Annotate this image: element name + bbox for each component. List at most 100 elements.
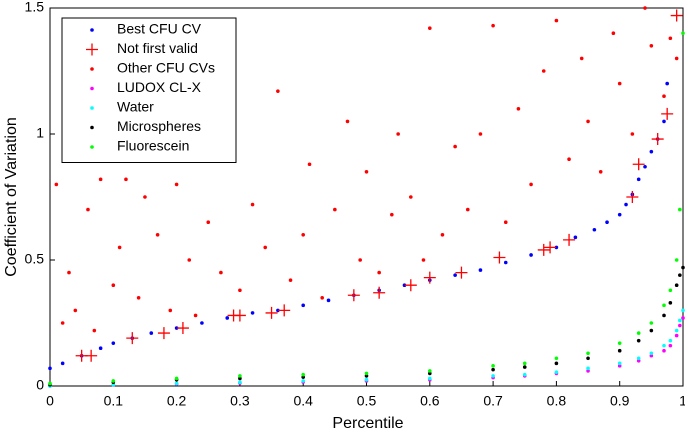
dot-marker xyxy=(364,170,369,174)
dot-marker xyxy=(617,361,622,366)
dot-marker xyxy=(238,288,242,293)
dot-marker xyxy=(98,346,103,351)
dot-marker xyxy=(402,283,407,288)
dot-marker xyxy=(636,331,641,335)
dot-marker xyxy=(649,353,654,358)
dot-marker xyxy=(288,278,293,282)
dot-marker xyxy=(421,258,426,262)
dot-marker xyxy=(586,351,590,356)
dot-marker xyxy=(624,202,628,207)
dot-marker xyxy=(592,227,597,232)
y-axis-label: Coefficient of Variation xyxy=(3,117,20,277)
dot-marker xyxy=(643,6,647,10)
dot-marker xyxy=(301,303,306,308)
dot-marker xyxy=(364,377,369,382)
dot-marker xyxy=(225,316,230,320)
dot-marker xyxy=(136,296,141,300)
plus-marker xyxy=(661,107,674,120)
legend-marker xyxy=(90,125,94,130)
dot-marker xyxy=(668,338,673,343)
dot-marker xyxy=(636,356,641,361)
x-tick-label: 0.2 xyxy=(167,393,187,409)
dot-marker xyxy=(111,341,116,345)
dot-marker xyxy=(678,207,682,212)
dot-marker xyxy=(573,235,578,240)
x-tick-label: 0.3 xyxy=(230,393,250,409)
y-tick-label: 0 xyxy=(36,377,44,393)
dot-marker xyxy=(428,371,432,376)
dot-marker xyxy=(586,119,590,124)
dot-marker xyxy=(674,56,679,61)
legend-marker xyxy=(90,67,94,71)
dot-marker xyxy=(238,374,242,378)
dot-marker xyxy=(662,303,666,308)
plus-marker xyxy=(233,309,246,322)
y-tick-label: 1 xyxy=(36,125,44,141)
dot-marker xyxy=(174,376,179,381)
dot-marker xyxy=(219,270,223,275)
dot-marker xyxy=(200,321,204,325)
dot-marker xyxy=(48,381,52,386)
dot-marker xyxy=(111,382,116,387)
dot-marker xyxy=(649,44,654,48)
dot-marker xyxy=(491,374,495,378)
dot-marker xyxy=(649,149,654,154)
dot-marker xyxy=(409,195,413,199)
dot-marker xyxy=(665,81,669,86)
plus-marker xyxy=(563,233,576,246)
dot-marker xyxy=(238,380,242,385)
legend-label: Microspheres xyxy=(117,118,201,134)
plus-marker xyxy=(347,289,360,302)
dot-marker xyxy=(668,301,673,305)
dot-marker xyxy=(428,26,432,30)
dot-marker xyxy=(491,364,495,368)
dot-marker xyxy=(678,318,682,323)
dot-marker xyxy=(554,370,559,374)
dot-marker xyxy=(98,177,103,182)
dot-marker xyxy=(681,316,685,320)
x-tick-label: 0.5 xyxy=(357,393,377,409)
dot-marker xyxy=(54,182,59,187)
dot-marker xyxy=(67,270,71,275)
dot-marker xyxy=(668,288,673,293)
dot-marker xyxy=(491,23,495,28)
dot-marker xyxy=(174,326,179,330)
legend-label: Other CFU CVs xyxy=(117,60,215,76)
dot-marker xyxy=(636,359,641,363)
dot-marker xyxy=(662,348,666,353)
plus-marker xyxy=(85,349,98,362)
dot-marker xyxy=(586,369,590,373)
dot-marker xyxy=(503,220,508,224)
dot-marker xyxy=(301,372,306,377)
dot-marker xyxy=(649,351,654,356)
dot-marker xyxy=(516,107,521,111)
legend-label: Fluorescein xyxy=(117,138,189,154)
dot-marker xyxy=(554,356,559,361)
dot-marker xyxy=(193,313,198,318)
dot-marker xyxy=(478,268,483,272)
legend-box xyxy=(61,17,237,163)
dot-marker xyxy=(503,260,508,265)
dot-marker xyxy=(662,313,666,318)
dot-marker xyxy=(92,328,97,333)
plus-marker xyxy=(265,306,278,319)
plus-marker xyxy=(126,332,139,345)
dot-marker xyxy=(238,376,242,381)
dot-marker xyxy=(276,89,280,93)
dot-marker xyxy=(117,245,122,250)
dot-marker xyxy=(60,361,65,366)
dot-marker xyxy=(301,375,306,379)
dot-marker xyxy=(681,308,685,313)
plus-marker xyxy=(626,191,639,203)
dot-marker xyxy=(465,207,470,212)
dot-marker xyxy=(111,283,116,288)
x-tick-label: 0.8 xyxy=(547,393,567,409)
plus-marker xyxy=(423,271,436,284)
dot-marker xyxy=(586,366,590,371)
dot-marker xyxy=(617,364,622,368)
y-tick-label: 1.5 xyxy=(25,0,45,15)
dot-marker xyxy=(617,212,622,217)
legend-label: Water xyxy=(117,99,154,115)
dot-marker xyxy=(377,270,381,275)
dot-marker xyxy=(662,94,666,98)
